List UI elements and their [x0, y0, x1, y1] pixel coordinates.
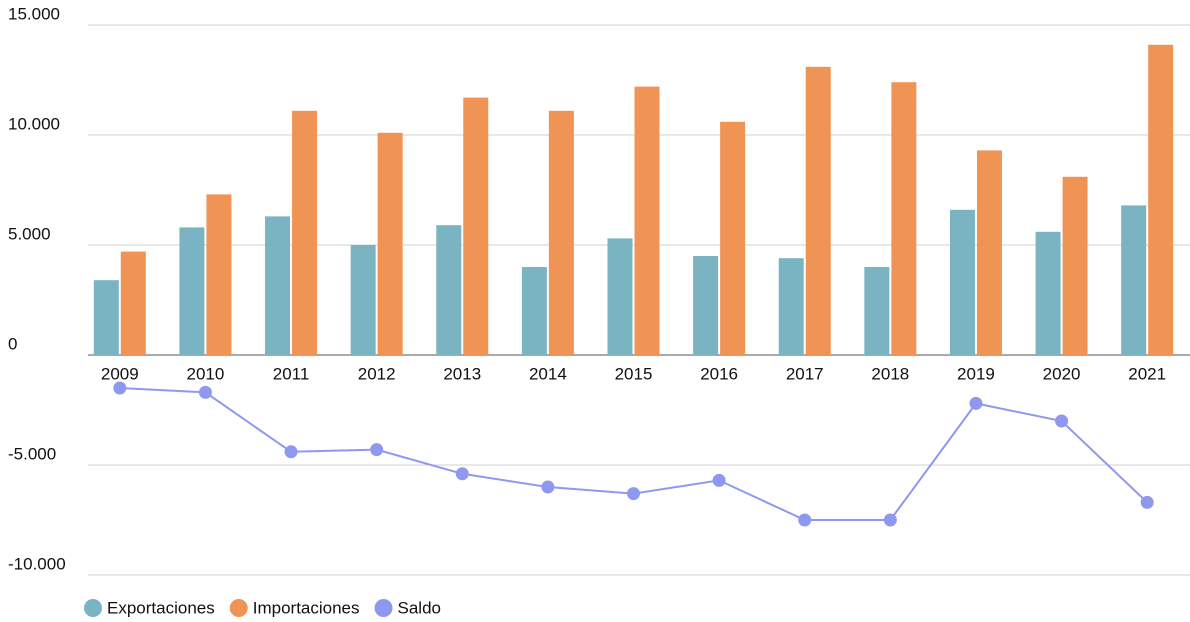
bar: [436, 225, 462, 355]
x-tick-label: 2015: [615, 364, 653, 383]
bar: [521, 267, 547, 355]
legend-marker: [229, 599, 248, 617]
bar: [265, 216, 291, 355]
bar: [1148, 44, 1174, 356]
bar: [891, 82, 917, 355]
point: [712, 473, 726, 487]
point: [883, 513, 897, 527]
bar: [720, 121, 746, 355]
y-tick-label: 0: [8, 334, 17, 353]
point: [1140, 495, 1154, 509]
bar: [976, 150, 1002, 355]
x-tick-label: 2016: [700, 364, 738, 383]
legend-marker: [374, 599, 393, 617]
bar: [778, 258, 804, 355]
x-tick-label: 2020: [1043, 364, 1081, 383]
point: [370, 443, 384, 457]
point: [541, 480, 555, 494]
y-tick-label: 10.000: [8, 114, 60, 133]
bar: [350, 245, 376, 355]
x-tick-label: 2017: [786, 364, 824, 383]
point: [969, 396, 983, 410]
bar: [864, 267, 890, 355]
bar: [693, 256, 719, 355]
bar: [93, 280, 119, 355]
x-tick-label: 2013: [443, 364, 481, 383]
bar: [805, 66, 831, 356]
x-tick-label: 2011: [273, 364, 310, 383]
bar: [1062, 176, 1088, 355]
point: [284, 445, 298, 459]
point: [1055, 414, 1069, 428]
bar: [120, 251, 146, 355]
bar: [463, 97, 489, 355]
bar: [206, 194, 232, 355]
legend-marker: [84, 599, 102, 617]
bar: [634, 86, 660, 355]
bar: [548, 110, 574, 355]
point: [113, 381, 127, 395]
x-tick-label: 2018: [871, 364, 909, 383]
legend-label: Importaciones: [253, 598, 360, 617]
point: [198, 385, 212, 399]
line: [119, 387, 1148, 521]
y-tick-label: -5.000: [8, 444, 56, 463]
x-tick-label: 2009: [101, 364, 139, 383]
y-tick-label: 5.000: [8, 224, 51, 243]
bar: [377, 132, 403, 355]
point: [798, 513, 812, 527]
legend-label: Exportaciones: [107, 598, 215, 617]
x-tick-label: 2010: [187, 364, 225, 383]
y-tick-label: -10.000: [8, 554, 66, 573]
x-tick-label: 2021: [1128, 364, 1166, 383]
bar: [607, 238, 633, 355]
bar: [1035, 231, 1061, 355]
bar: [292, 110, 318, 355]
x-tick-label: 2014: [529, 364, 567, 383]
point: [455, 467, 469, 481]
x-tick-label: 2019: [957, 364, 995, 383]
point: [627, 487, 640, 501]
legend-label: Saldo: [398, 598, 441, 617]
bar: [1121, 205, 1147, 355]
bar: [949, 209, 975, 355]
y-tick-label: 15.000: [8, 4, 60, 23]
bar: [179, 227, 205, 355]
x-tick-label: 2012: [358, 364, 396, 383]
